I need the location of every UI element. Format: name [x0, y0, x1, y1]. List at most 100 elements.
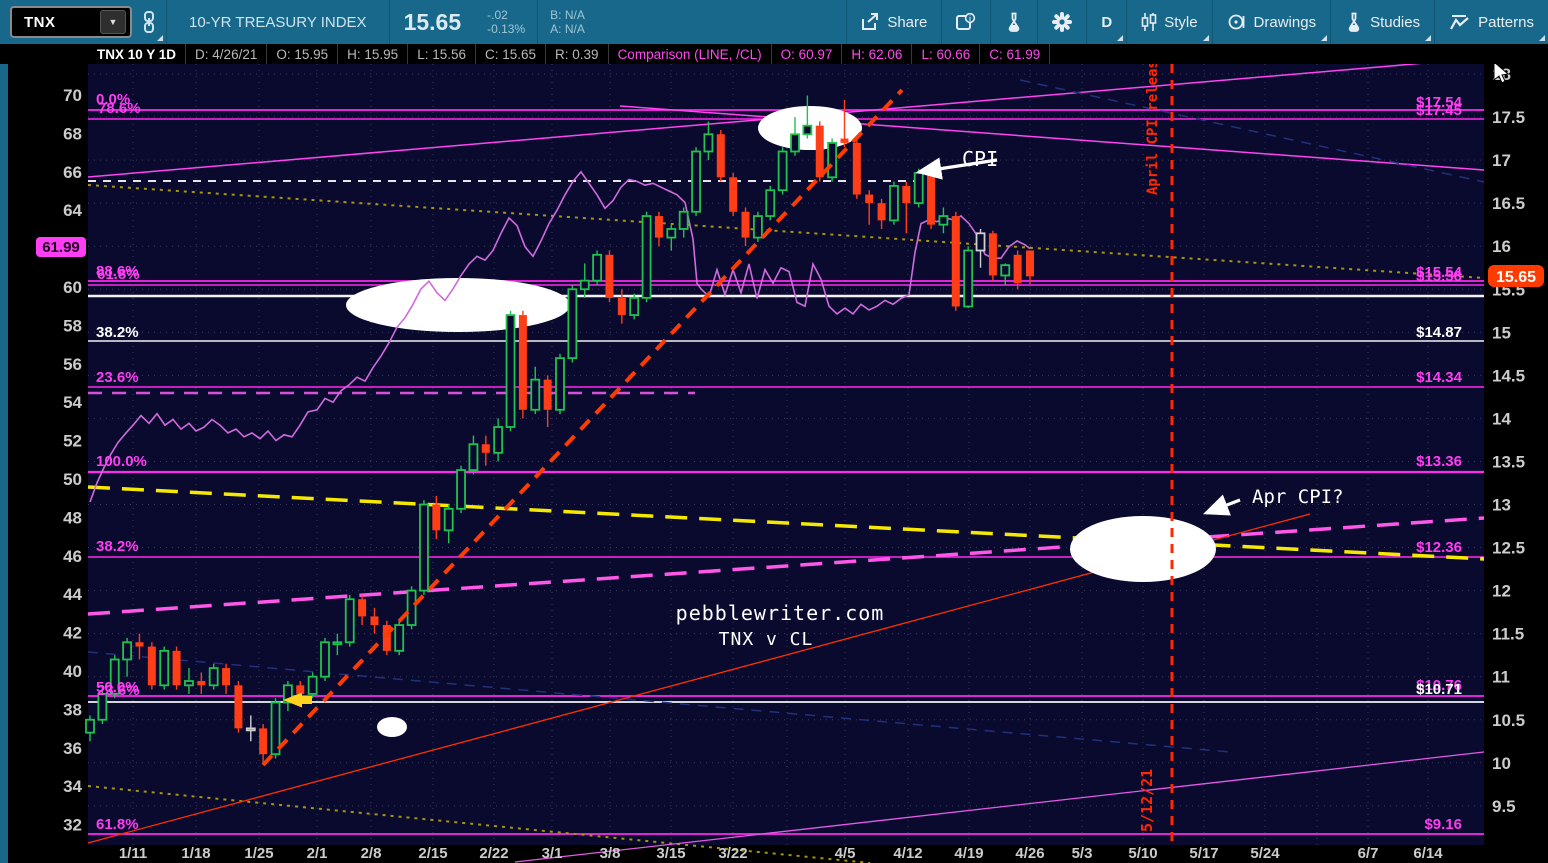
- symbol-input[interactable]: TNX ▼: [10, 6, 132, 38]
- candle: [432, 504, 441, 531]
- left-axis-tick: 64: [63, 201, 82, 220]
- candle: [988, 233, 997, 276]
- watermark-site: pebblewriter.com: [676, 601, 885, 625]
- apr-cpi-annotation-arrow: [1203, 494, 1241, 516]
- window-edge-strip: [0, 44, 8, 863]
- date-axis-label: 4/5: [835, 845, 856, 862]
- candle: [147, 646, 156, 686]
- candle: [518, 315, 527, 410]
- quick-study-button[interactable]: [990, 0, 1037, 44]
- fib-price-label: $14.87: [1416, 324, 1462, 341]
- candle: [406, 589, 417, 626]
- candle: [245, 727, 256, 732]
- share-button[interactable]: Share: [846, 0, 941, 44]
- highlight-ellipse[interactable]: [346, 278, 570, 332]
- candle: [865, 194, 874, 204]
- patterns-icon: [1449, 13, 1471, 32]
- right-axis-tick: 13: [1492, 496, 1511, 515]
- candle: [729, 177, 738, 212]
- dropdown-corner: [1321, 35, 1328, 41]
- left-axis-tick: 66: [63, 163, 82, 182]
- cpi-annotation-arrow: [915, 157, 998, 180]
- yellow-arrow-marker: [283, 692, 312, 708]
- left-axis-tick: 42: [63, 624, 82, 643]
- date-axis-label: 5/17: [1189, 845, 1218, 862]
- comparison-low: L: 60.66: [912, 44, 981, 64]
- highlight-ellipse[interactable]: [1070, 516, 1216, 582]
- watermark-title: TNX v CL: [719, 629, 814, 650]
- patterns-button[interactable]: Patterns: [1434, 0, 1548, 44]
- candle: [852, 142, 861, 195]
- candle: [741, 211, 750, 238]
- bar-open: O: 15.95: [267, 44, 339, 64]
- drawings-button[interactable]: Drawings: [1211, 0, 1331, 44]
- fib-label: 38.2%: [96, 324, 139, 341]
- comparison-open: O: 60.97: [772, 44, 843, 64]
- candle: [963, 249, 974, 308]
- style-label: Style: [1164, 13, 1198, 31]
- fib-retracement-lines: [88, 109, 1484, 835]
- candle: [543, 379, 552, 410]
- patterns-label: Patterns: [1478, 13, 1534, 31]
- studies-button[interactable]: Studies: [1330, 0, 1434, 44]
- style-button[interactable]: Style: [1126, 0, 1211, 44]
- last-price: 15.65: [403, 8, 462, 35]
- right-axis-tick: 12: [1492, 582, 1511, 601]
- fib-price-label: $9.16: [1424, 816, 1462, 833]
- status-left-pad: [0, 44, 88, 64]
- symbol-dropdown-button[interactable]: ▼: [100, 10, 126, 34]
- chart-toolbar: TNX ▼ 10-YR TREASURY INDEX 15.65 -.02 -0…: [0, 0, 1548, 44]
- symbol-link-button[interactable]: [132, 0, 167, 44]
- fib-percent-labels: 0.0%78.6%88.6%61.8%38.2%23.6%100.0%38.2%…: [96, 91, 147, 833]
- date-axis-label: 2/22: [479, 845, 508, 862]
- candle: [419, 503, 429, 592]
- right-axis-tick: 14.5: [1492, 366, 1525, 385]
- settings-button[interactable]: [1037, 0, 1086, 44]
- symbol-text: TNX: [24, 13, 56, 31]
- date-axis-label: 4/12: [893, 845, 922, 862]
- candle: [703, 133, 714, 153]
- right-axis-tick: 12.5: [1492, 539, 1525, 558]
- right-axis-tick: 16: [1492, 237, 1511, 256]
- comparison-cl-line[interactable]: [89, 170, 1031, 503]
- left-axis-tick: 48: [63, 508, 82, 527]
- chart-describe-button[interactable]: i: [941, 0, 990, 44]
- left-axis-tick: 70: [63, 86, 82, 105]
- right-axis-tick: 16.5: [1492, 194, 1525, 213]
- cpi-annotation: CPI: [962, 147, 998, 171]
- right-axis-tick: 11.5: [1492, 625, 1524, 644]
- fib-price-label: $10.76: [1416, 677, 1462, 694]
- candle: [555, 357, 565, 411]
- candlestick-icon: [1141, 12, 1157, 32]
- comparison-label[interactable]: Comparison (LINE, /CL): [609, 44, 772, 64]
- dropdown-corner: [1539, 35, 1545, 41]
- candle: [344, 598, 355, 644]
- candle: [505, 314, 516, 428]
- mouse-cursor: [1493, 60, 1510, 84]
- candle: [1026, 250, 1034, 277]
- fib-label: 23.6%: [96, 369, 139, 386]
- candle: [456, 469, 466, 510]
- candle: [109, 658, 120, 695]
- date-axis-label: 2/8: [361, 845, 382, 862]
- right-axis-tick: 11: [1492, 668, 1510, 687]
- highlight-ellipse[interactable]: [377, 717, 407, 737]
- left-axis-tick: 52: [63, 432, 82, 451]
- symbol-description: 10-YR TREASURY INDEX: [189, 13, 367, 31]
- candle: [752, 215, 763, 239]
- price-markers: 61.99 15.65: [36, 237, 1544, 287]
- timeframe-button[interactable]: D: [1086, 0, 1126, 44]
- candle: [468, 443, 479, 471]
- red-dashed-trendline[interactable]: [261, 88, 904, 767]
- right-axis-tick: 10.5: [1492, 711, 1525, 730]
- right-axis-tick: 17.5: [1492, 108, 1525, 127]
- right-axis-tick: 13.5: [1492, 452, 1525, 471]
- candle: [208, 667, 219, 687]
- candle: [332, 641, 343, 646]
- candle: [641, 215, 652, 299]
- candle: [975, 232, 986, 252]
- candle: [370, 616, 379, 626]
- candle: [222, 668, 231, 686]
